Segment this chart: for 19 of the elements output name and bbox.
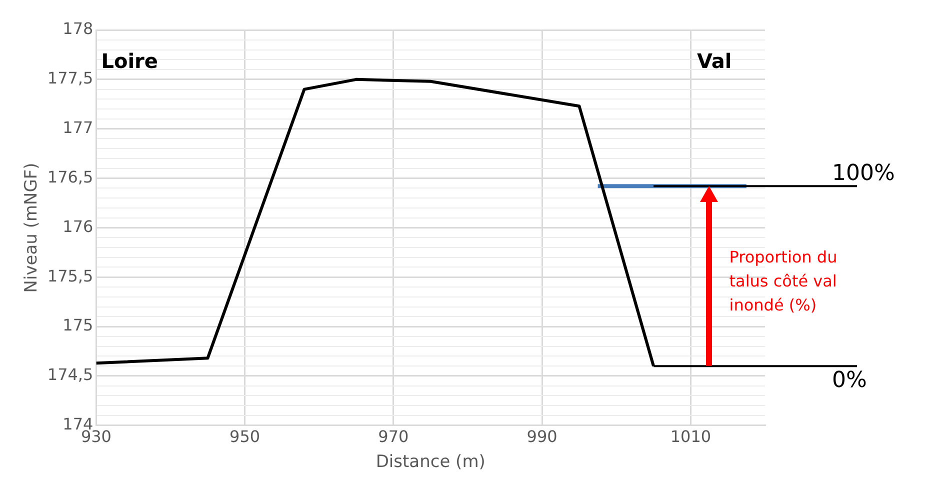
text: 100% (832, 160, 895, 186)
annotation: Val (697, 49, 732, 74)
x-tick-label: 950 (230, 427, 260, 446)
y-tick-label: 175 (62, 316, 94, 335)
y-tick-label: 177,5 (47, 68, 94, 88)
y-tick-label: 176 (62, 216, 94, 236)
x-tick-label: 1010 (670, 427, 712, 446)
y-tick-label: 175,5 (47, 266, 94, 286)
text: 0% (832, 368, 867, 393)
annotation: Proportion du talus côté val inondé (%) (729, 247, 838, 314)
x-tick-label: 970 (378, 427, 409, 446)
x-tick-label: 990 (526, 427, 558, 446)
x-axis-title: Distance (m) (376, 452, 486, 472)
annotation: Loire (101, 49, 158, 74)
y-axis-title: Niveau (mNGF) (22, 162, 42, 293)
y-tick-label: 177 (62, 118, 94, 138)
y-tick-label: 178 (62, 19, 94, 38)
y-tick-label: 176,5 (47, 167, 94, 186)
y-tick-label: 174,5 (47, 365, 94, 384)
